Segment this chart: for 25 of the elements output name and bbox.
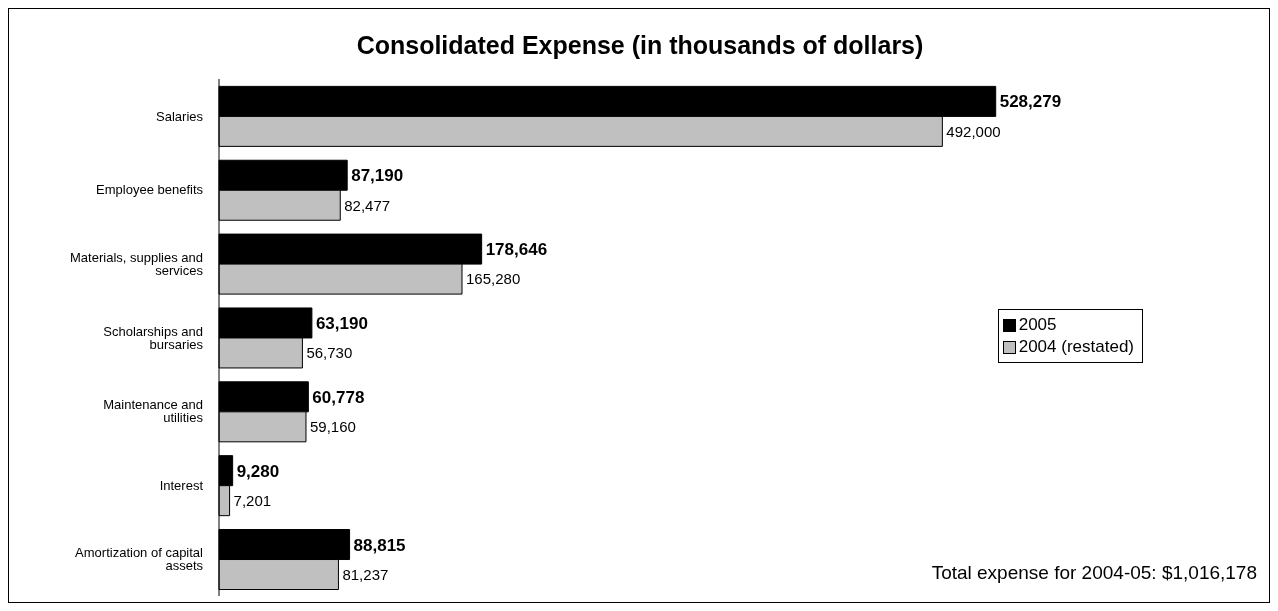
data-label: 60,778 (312, 387, 365, 407)
data-label: 528,279 (999, 92, 1062, 112)
y-tick-label: Amortization of capital assets (75, 545, 204, 574)
chart-title: Consolidated Expense (in thousands of dollars) (355, 31, 925, 60)
y-tick-label: Interest (159, 477, 204, 493)
legend-label: 2005 (1017, 314, 1058, 336)
data-label: 87,190 (351, 166, 404, 186)
y-tick-label: Salaries (156, 108, 204, 124)
legend-label: 2004 (restated) (1017, 336, 1134, 358)
y-tick-label: Materials, supplies and services (70, 249, 204, 278)
data-label: 56,730 (306, 344, 353, 362)
data-label: 492,000 (946, 122, 1001, 140)
annotation: Total expense for 2004-05: $1,016,178 (931, 562, 1257, 584)
data-label: 7,201 (233, 492, 272, 509)
data-label: 81,237 (342, 565, 389, 583)
data-label: 88,815 (353, 535, 406, 555)
data-label: 59,160 (309, 418, 356, 436)
data-label: 82,477 (344, 196, 391, 214)
y-tick-label: Scholarships and bursaries (103, 323, 204, 352)
data-label: 165,280 (466, 270, 521, 288)
data-label: 178,646 (485, 240, 548, 260)
y-tick-label: Employee benefits (96, 182, 204, 198)
data-label: 9,280 (236, 461, 280, 481)
y-tick-label: Maintenance and utilities (103, 397, 204, 426)
data-label: 63,190 (315, 313, 368, 333)
